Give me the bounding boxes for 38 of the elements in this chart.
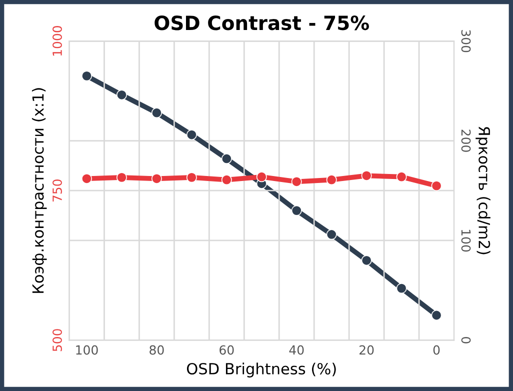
- point: [431, 180, 442, 192]
- y2-tick-label: 0: [461, 337, 471, 344]
- y2-axis-title: Яркость (cd/m2): [476, 126, 490, 254]
- point: [361, 255, 372, 266]
- y-tick-label: 750: [52, 180, 62, 202]
- point: [326, 174, 337, 186]
- point: [116, 90, 127, 100]
- x-tick-label: 40: [289, 345, 304, 355]
- y2-tick-label: 100: [461, 230, 471, 252]
- point: [116, 172, 127, 183]
- y2-tick-label: 200: [461, 130, 471, 152]
- y-axis-title: Коэф.контрастности (x:1): [32, 88, 47, 293]
- point: [221, 153, 232, 164]
- chart-title: OSD Contrast - 75%: [154, 16, 369, 30]
- point: [256, 172, 267, 182]
- point: [81, 70, 92, 82]
- point: [186, 172, 197, 183]
- x-tick-label: 100: [76, 345, 98, 355]
- point: [291, 176, 302, 187]
- point: [186, 129, 197, 140]
- point: [361, 170, 372, 181]
- point: [291, 205, 302, 216]
- x-axis-title: OSD Brightness (%): [186, 362, 336, 378]
- point: [396, 172, 407, 182]
- point: [151, 173, 162, 184]
- point: [151, 108, 162, 118]
- y2-tick-label: 300: [461, 30, 471, 52]
- point: [326, 229, 337, 240]
- point: [431, 310, 442, 321]
- x-tick-label: 80: [150, 345, 164, 355]
- x-tick-label: 60: [220, 345, 234, 355]
- point: [221, 174, 232, 186]
- x-tick-label: 0: [433, 345, 440, 355]
- y-tick-label: 1000: [52, 26, 62, 56]
- y-tick-label: 500: [52, 329, 62, 352]
- point: [81, 173, 92, 184]
- point: [396, 283, 407, 294]
- x-tick-label: 20: [360, 345, 374, 355]
